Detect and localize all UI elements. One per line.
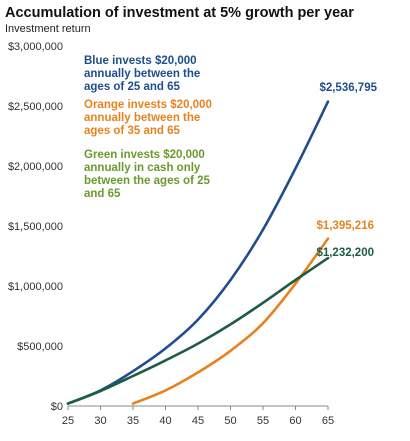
end-labels: $2,536,795 $1,395,216 $1,232,200 bbox=[316, 82, 377, 259]
series-lines bbox=[66, 100, 330, 405]
axes: 25 30 35 40 45 50 55 60 65 $0 $500,000 $1,000,000 $1… bbox=[8, 41, 334, 427]
chart-title: Accumulation of investment at 5% growth … bbox=[5, 5, 354, 21]
y-tick-label: $3,000,000 bbox=[8, 41, 63, 53]
annotation-orange: Orange invests $20,000 annually between t… bbox=[84, 99, 212, 137]
series-line-blue bbox=[66, 100, 330, 405]
y-tick-label: $2,000,000 bbox=[8, 161, 63, 173]
y-tick-label: $1,000,000 bbox=[8, 281, 63, 293]
end-label-orange: $1,395,216 bbox=[316, 220, 374, 232]
x-tick-label: 60 bbox=[289, 415, 301, 427]
annotation-green: Green invests $20,000 annually in cash on… bbox=[84, 149, 210, 200]
x-tick-label: 30 bbox=[94, 415, 106, 427]
x-tick-label: 40 bbox=[159, 415, 171, 427]
x-tick-label: 35 bbox=[127, 415, 139, 427]
series-line-orange bbox=[131, 237, 330, 405]
x-tick-label: 25 bbox=[62, 415, 74, 427]
y-tick-label: $2,500,000 bbox=[8, 101, 63, 113]
y-tick-label: $0 bbox=[51, 401, 63, 413]
x-tick-label: 45 bbox=[192, 415, 204, 427]
x-tick-label: 65 bbox=[322, 415, 334, 427]
end-label-blue: $2,536,795 bbox=[319, 82, 377, 94]
y-tick-label: $500,000 bbox=[17, 341, 63, 353]
x-tick-label: 55 bbox=[257, 415, 269, 427]
chart-subtitle: Investment return bbox=[5, 23, 91, 35]
x-tick-label: 50 bbox=[224, 415, 236, 427]
end-label-green: $1,232,200 bbox=[316, 247, 374, 259]
series-line-green bbox=[66, 256, 330, 405]
annotation-blue: Blue invests $20,000 annually between the… bbox=[84, 55, 201, 93]
y-tick-label: $1,500,000 bbox=[8, 221, 63, 233]
